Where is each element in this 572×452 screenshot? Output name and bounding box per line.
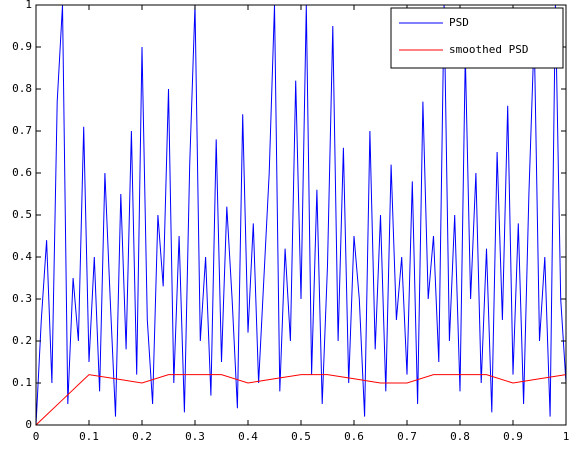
y-tick-label: 0 bbox=[25, 418, 32, 431]
plot-area bbox=[36, 5, 566, 425]
x-tick-label: 0.8 bbox=[450, 430, 470, 443]
x-tick-label: 0 bbox=[33, 430, 40, 443]
x-tick-label: 0.5 bbox=[291, 430, 311, 443]
x-tick-label: 0.7 bbox=[397, 430, 417, 443]
legend: PSD smoothed PSD bbox=[390, 7, 564, 69]
y-tick-label: 1 bbox=[25, 0, 32, 11]
y-tick-label: 0.4 bbox=[12, 250, 32, 263]
y-tick-label: 0.9 bbox=[12, 40, 32, 53]
x-tick-label: 0.9 bbox=[503, 430, 523, 443]
y-tick-label: 0.6 bbox=[12, 166, 32, 179]
x-tick-label: 0.4 bbox=[238, 430, 258, 443]
series-line bbox=[36, 374, 566, 425]
y-tick-label: 0.1 bbox=[12, 376, 32, 389]
legend-label: PSD bbox=[449, 16, 469, 29]
y-tick-label: 0.2 bbox=[12, 334, 32, 347]
y-tick-label: 0.3 bbox=[12, 292, 32, 305]
series-line bbox=[36, 5, 566, 425]
y-tick-label: 0.8 bbox=[12, 82, 32, 95]
x-tick-label: 0.1 bbox=[79, 430, 99, 443]
y-tick-label: 0.7 bbox=[12, 124, 32, 137]
y-tick-label: 0.5 bbox=[12, 208, 32, 221]
x-tick-label: 0.6 bbox=[344, 430, 364, 443]
legend-label: smoothed PSD bbox=[449, 43, 528, 56]
x-tick-label: 1 bbox=[563, 430, 570, 443]
x-tick-label: 0.3 bbox=[185, 430, 205, 443]
legend-box bbox=[390, 7, 564, 69]
x-tick-label: 0.2 bbox=[132, 430, 152, 443]
